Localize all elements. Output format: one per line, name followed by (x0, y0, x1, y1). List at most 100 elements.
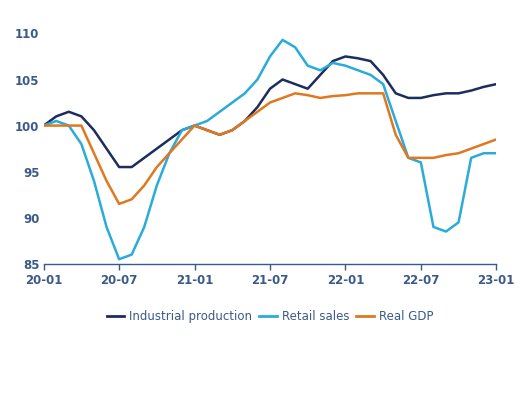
Real GDP (179, 137, 185, 142)
Retail sales (229, 100, 235, 105)
Real GDP (242, 119, 248, 123)
Retail sales (355, 68, 361, 73)
Retail sales (53, 119, 59, 123)
Industrial production (393, 91, 399, 95)
Industrial production (217, 132, 223, 137)
Retail sales (66, 123, 72, 128)
Industrial production (166, 137, 173, 142)
Retail sales (40, 123, 47, 128)
Retail sales (468, 156, 474, 160)
Retail sales (141, 224, 147, 229)
Industrial production (455, 91, 462, 95)
Industrial production (380, 73, 386, 77)
Real GDP (468, 146, 474, 151)
Retail sales (367, 73, 374, 77)
Industrial production (179, 128, 185, 132)
Retail sales (380, 82, 386, 86)
Real GDP (141, 183, 147, 188)
Real GDP (217, 132, 223, 137)
Industrial production (430, 93, 437, 97)
Retail sales (393, 119, 399, 123)
Industrial production (116, 165, 122, 169)
Real GDP (418, 156, 424, 160)
Industrial production (305, 86, 311, 91)
Real GDP (317, 95, 323, 100)
Retail sales (330, 61, 336, 65)
Real GDP (40, 123, 47, 128)
Real GDP (204, 128, 210, 132)
Retail sales (217, 109, 223, 114)
Real GDP (430, 156, 437, 160)
Retail sales (342, 63, 349, 68)
Industrial production (317, 73, 323, 77)
Industrial production (493, 82, 499, 86)
Real GDP (405, 156, 411, 160)
Real GDP (66, 123, 72, 128)
Industrial production (443, 91, 449, 95)
Legend: Industrial production, Retail sales, Real GDP: Industrial production, Retail sales, Rea… (102, 305, 438, 327)
Industrial production (292, 82, 298, 86)
Industrial production (468, 88, 474, 93)
Retail sales (279, 37, 286, 42)
Real GDP (154, 165, 160, 169)
Industrial production (40, 123, 47, 128)
Real GDP (455, 151, 462, 156)
Industrial production (342, 54, 349, 59)
Retail sales (405, 156, 411, 160)
Industrial production (141, 156, 147, 160)
Real GDP (393, 132, 399, 137)
Real GDP (128, 197, 135, 202)
Retail sales (179, 128, 185, 132)
Retail sales (166, 151, 173, 156)
Real GDP (380, 91, 386, 95)
Real GDP (103, 178, 110, 183)
Real GDP (305, 93, 311, 97)
Industrial production (191, 123, 198, 128)
Real GDP (481, 141, 487, 146)
Real GDP (191, 123, 198, 128)
Industrial production (91, 128, 97, 132)
Real GDP (330, 94, 336, 99)
Retail sales (481, 151, 487, 156)
Industrial production (267, 86, 273, 91)
Real GDP (116, 202, 122, 206)
Retail sales (116, 257, 122, 262)
Industrial production (254, 105, 261, 110)
Retail sales (455, 220, 462, 225)
Real GDP (367, 91, 374, 95)
Industrial production (355, 56, 361, 61)
Industrial production (66, 109, 72, 114)
Line: Retail sales: Retail sales (43, 40, 496, 259)
Industrial production (242, 119, 248, 123)
Real GDP (355, 91, 361, 95)
Retail sales (317, 68, 323, 73)
Industrial production (154, 146, 160, 151)
Retail sales (254, 77, 261, 82)
Industrial production (78, 114, 85, 119)
Retail sales (191, 123, 198, 128)
Real GDP (292, 91, 298, 95)
Retail sales (292, 45, 298, 50)
Industrial production (418, 95, 424, 100)
Real GDP (78, 123, 85, 128)
Retail sales (267, 54, 273, 59)
Real GDP (166, 151, 173, 156)
Retail sales (91, 178, 97, 183)
Retail sales (78, 141, 85, 146)
Industrial production (279, 77, 286, 82)
Line: Real GDP: Real GDP (43, 93, 496, 204)
Retail sales (128, 252, 135, 257)
Industrial production (330, 59, 336, 63)
Real GDP (91, 151, 97, 156)
Industrial production (53, 114, 59, 119)
Industrial production (405, 95, 411, 100)
Retail sales (418, 160, 424, 165)
Retail sales (443, 229, 449, 234)
Real GDP (342, 93, 349, 97)
Line: Industrial production: Industrial production (43, 57, 496, 167)
Retail sales (493, 151, 499, 156)
Real GDP (443, 153, 449, 158)
Real GDP (53, 123, 59, 128)
Industrial production (229, 128, 235, 132)
Real GDP (229, 128, 235, 132)
